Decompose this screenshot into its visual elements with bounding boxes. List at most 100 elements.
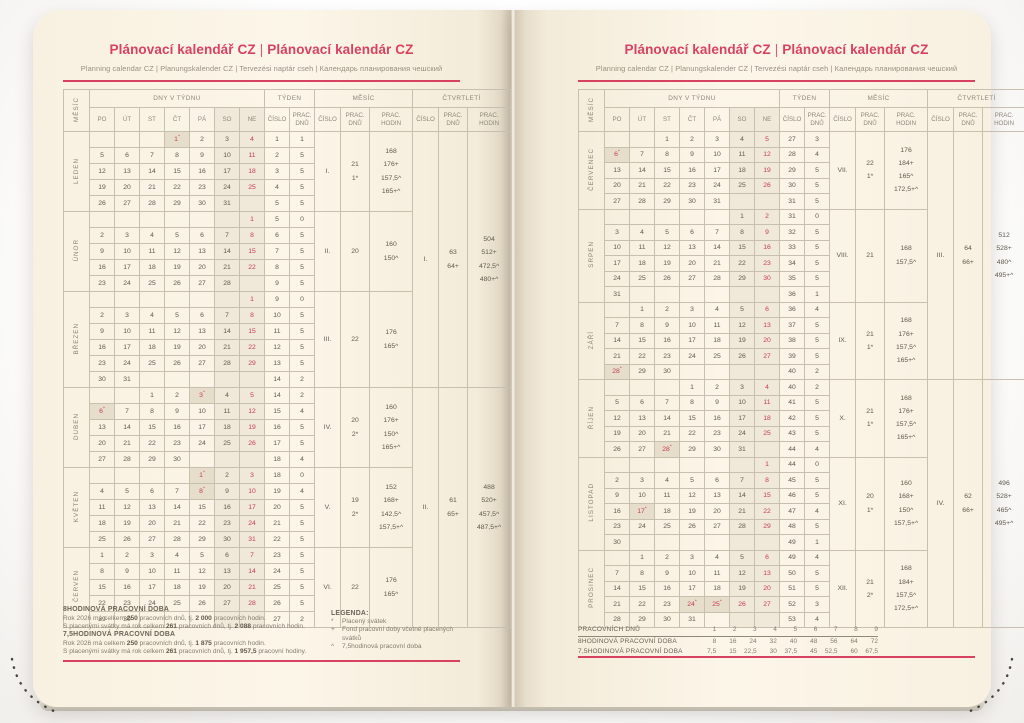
day-cell: 6 [214,547,240,564]
day-cell: 17 [704,162,730,179]
week-workdays-cell: 5 [804,239,831,256]
day-cell [164,371,190,388]
day-cell: 11 [214,403,240,420]
day-cell: 5 [238,387,266,404]
text-run: pracovní hodiny. [256,648,307,656]
month-number-cell: X. [829,379,857,458]
day-cell: 12 [164,243,190,260]
week-number-cell: 51 [779,580,806,597]
legend-title: LEGENDA: [331,610,369,617]
day-cell: 10 [189,403,215,420]
day-cell: 12 [604,410,630,427]
stitch-dots-right [966,657,1014,714]
hours-row-label: 8HODINOVÁ PRACOVNÍ DOBA [578,637,677,645]
hours-value: 4 [756,625,777,637]
week-row: SRPEN 1 2 31 0 VIII. 21 168 157,5^ [578,208,1024,303]
day-cell: 5 [114,483,140,500]
day-cell: 30 [654,363,680,380]
page-subtitle: Planning calendar CZ | Planungskalender … [80,64,443,73]
week-number-cell: 5 [264,195,291,212]
day-cell: 2 [654,301,680,318]
month-name: LISTOPAD [588,483,595,522]
day-cell: 6 [753,301,781,318]
day-cell: 20 [139,515,165,532]
month-name: PROSINEC [588,567,595,609]
week-row: 30 49 1 [579,534,1024,551]
day-cell: 17* [629,503,655,520]
day-cell: 14 [729,487,755,504]
days-group-header: DNY V TÝDNU [88,89,266,108]
week-row: 20 21 22 23 24 25 26 17 5 [64,435,511,452]
week-workdays-cell: 5 [804,255,831,272]
day-cell: 4 [704,549,730,566]
day-number: 28 [662,445,670,453]
day-cell: 2 [114,547,140,564]
day-cell: 17 [679,580,705,597]
day-cell [214,451,240,468]
week-number-cell: 3 [264,163,291,180]
month-name: BŘEZEN [73,322,80,355]
week-number-cell: 1 [264,131,291,148]
day-cell: 14 [629,162,655,179]
week-number-cell: 45 [779,472,806,489]
day-cell: 18 [139,339,165,356]
week-number-cell: 6 [264,227,291,244]
week-workdays-cell: 0 [289,211,316,228]
day-cell: 24 [629,518,655,535]
day-cell [604,549,630,566]
week-workdays-cell: 5 [289,531,316,548]
day-cell: 13 [753,565,781,582]
day-cell: 22 [753,503,781,520]
day-cell: 16 [679,162,705,179]
day-cell: 31 [604,286,630,303]
day-cell [139,131,165,148]
week-row: LEDEN 1* 2 3 4 1 1 I. 21 1* 168 176+ 157,5^ 165+^… [63,131,512,388]
worktime-line: Rok 2026 má celkem 250 pracovních dnů, t… [63,615,325,623]
worktime-heading: 8HODINOVÁ PRACOVNÍ DOBA [63,606,170,613]
week-number-cell: 23 [264,547,291,564]
week-workdays-cell: 5 [289,227,316,244]
day-cell: 19 [604,425,630,442]
weekday-header: ÚT [629,107,655,132]
week-number-cell: 18 [264,451,291,468]
day-cell: 16 [164,419,190,436]
day-cell [704,456,730,473]
day-cell: 20 [189,259,215,276]
hours-value: 64 [850,637,858,645]
week-workdays-cell: 5 [289,195,316,212]
day-cell: 15 [729,239,755,256]
day-cell: 5 [729,301,755,318]
day-cell: 2 [89,307,115,324]
paid-holiday-asterisk: * [694,599,697,605]
day-cell [753,286,781,303]
bold-number: 2 088 [234,623,252,630]
week-workdays-cell: 0 [804,208,831,225]
day-cell [139,467,165,484]
month-workdays-cell: 21 1* [340,131,371,212]
paid-holiday-asterisk: * [102,406,105,412]
day-cell: 7 [654,394,680,411]
worktime-line: S placenými svátky má rok celkem 261 pra… [63,623,325,631]
day-cell: 19 [189,579,215,596]
week-row: 7 8 9 10 11 12 13 50 5 [579,565,1024,582]
week-workdays-cell: 5 [804,224,831,241]
day-cell: 23 [679,177,705,194]
day-cell: 22 [679,425,705,442]
day-cell: 8 [629,317,655,334]
week-number-cell: 31 [779,208,806,225]
day-cell: 27 [89,451,115,468]
day-cell: 24* [679,596,705,613]
week-workdays-cell: 5 [804,518,831,535]
day-cell: 12 [164,323,190,340]
week-row: DUBEN 1 2 3* 4 5 14 2 IV. 20 2* 160 176+ 150^ 165+… [63,387,512,628]
day-cell: 31 [214,195,240,212]
day-cell: 29 [679,441,705,458]
hours-value: 1 [696,625,717,637]
day-cell [604,131,630,148]
legend-item: * Placený svátek [331,618,459,626]
week-workdays-cell: 5 [289,579,316,596]
day-cell: 29 [238,355,266,372]
week-number-cell: 16 [264,419,291,436]
day-cell: 18 [139,259,165,276]
day-cell: 23 [753,255,781,272]
